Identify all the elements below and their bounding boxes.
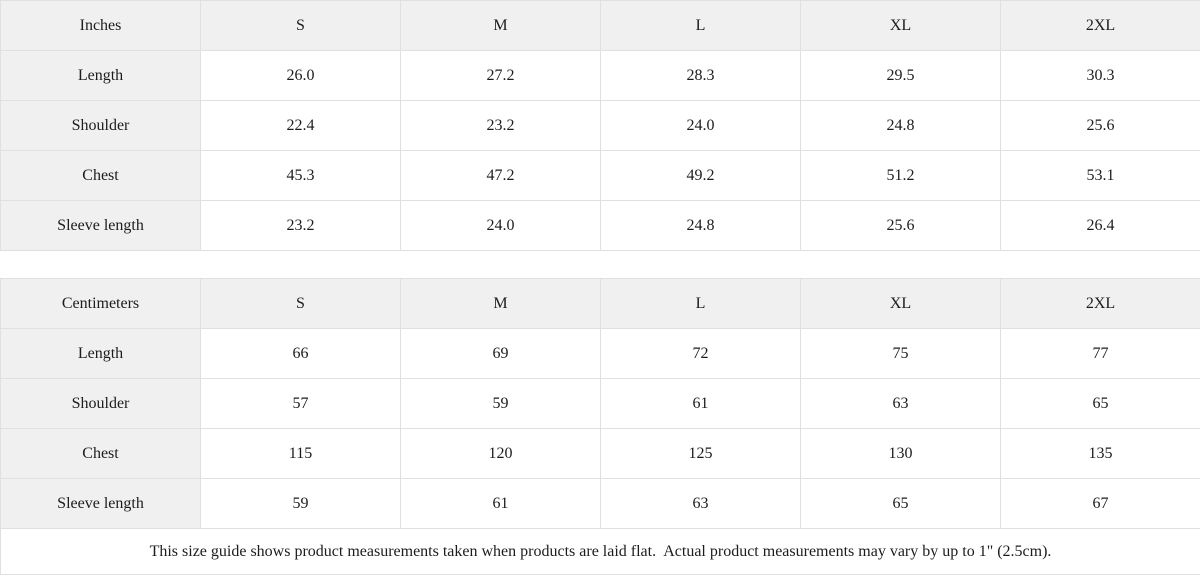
measurement-value-cell: 69 [400,328,601,379]
measurement-value-cell: 65 [1000,378,1200,429]
table-row: Chest 45.3 47.2 49.2 51.2 53.1 [0,150,1200,201]
measurement-value-cell: 23.2 [200,200,401,251]
measurement-value-cell: 57 [200,378,401,429]
size-column-header-xl: XL [800,0,1001,51]
measurement-row-label: Chest [0,150,201,201]
measurement-value-cell: 59 [400,378,601,429]
table-row: Sleeve length 23.2 24.0 24.8 25.6 26.4 [0,200,1200,251]
table-row: Chest 115 120 125 130 135 [0,428,1200,479]
measurement-value-cell: 63 [600,478,801,529]
measurement-value-cell: 65 [800,478,1001,529]
size-guide-footer-note: This size guide shows product measuremen… [0,528,1200,575]
table-row: Shoulder 22.4 23.2 24.0 24.8 25.6 [0,100,1200,151]
measurement-value-cell: 63 [800,378,1001,429]
measurement-row-label: Sleeve length [0,478,201,529]
measurement-value-cell: 61 [400,478,601,529]
centimeters-header-row: Centimeters S M L XL 2XL [0,278,1200,329]
measurement-value-cell: 130 [800,428,1001,479]
measurement-value-cell: 27.2 [400,50,601,101]
measurement-value-cell: 66 [200,328,401,379]
measurement-value-cell: 26.4 [1000,200,1200,251]
measurement-value-cell: 61 [600,378,801,429]
measurement-row-label: Chest [0,428,201,479]
measurement-row-label: Length [0,328,201,379]
size-column-header-2xl: 2XL [1000,0,1200,51]
table-row: Length 26.0 27.2 28.3 29.5 30.3 [0,50,1200,101]
measurement-value-cell: 77 [1000,328,1200,379]
measurement-value-cell: 72 [600,328,801,379]
size-column-header-xl: XL [800,278,1001,329]
size-column-header-m: M [400,278,601,329]
inches-header-row: Inches S M L XL 2XL [0,0,1200,51]
measurement-value-cell: 59 [200,478,401,529]
unit-header-centimeters: Centimeters [0,278,201,329]
measurement-value-cell: 30.3 [1000,50,1200,101]
measurement-value-cell: 29.5 [800,50,1001,101]
measurement-value-cell: 53.1 [1000,150,1200,201]
measurement-value-cell: 23.2 [400,100,601,151]
measurement-value-cell: 45.3 [200,150,401,201]
measurement-value-cell: 47.2 [400,150,601,201]
size-column-header-l: L [600,278,801,329]
measurement-value-cell: 28.3 [600,50,801,101]
measurement-row-label: Length [0,50,201,101]
measurement-value-cell: 135 [1000,428,1200,479]
footer-note-row: This size guide shows product measuremen… [0,528,1200,575]
measurement-value-cell: 25.6 [800,200,1001,251]
measurement-value-cell: 22.4 [200,100,401,151]
measurement-value-cell: 24.8 [600,200,801,251]
measurement-value-cell: 26.0 [200,50,401,101]
size-column-header-2xl: 2XL [1000,278,1200,329]
spacer-cell [0,250,1200,279]
measurement-row-label: Shoulder [0,378,201,429]
measurement-row-label: Shoulder [0,100,201,151]
size-column-header-s: S [200,278,401,329]
size-column-header-l: L [600,0,801,51]
measurement-value-cell: 51.2 [800,150,1001,201]
table-row: Shoulder 57 59 61 63 65 [0,378,1200,429]
table-spacer [0,250,1200,279]
size-column-header-s: S [200,0,401,51]
table-row: Sleeve length 59 61 63 65 67 [0,478,1200,529]
measurement-value-cell: 75 [800,328,1001,379]
unit-header-inches: Inches [0,0,201,51]
measurement-value-cell: 25.6 [1000,100,1200,151]
measurement-value-cell: 125 [600,428,801,479]
measurement-value-cell: 115 [200,428,401,479]
measurement-value-cell: 120 [400,428,601,479]
measurement-value-cell: 24.0 [600,100,801,151]
measurement-row-label: Sleeve length [0,200,201,251]
measurement-value-cell: 67 [1000,478,1200,529]
measurement-value-cell: 49.2 [600,150,801,201]
size-column-header-m: M [400,0,601,51]
measurement-value-cell: 24.0 [400,200,601,251]
table-row: Length 66 69 72 75 77 [0,328,1200,379]
measurement-value-cell: 24.8 [800,100,1001,151]
